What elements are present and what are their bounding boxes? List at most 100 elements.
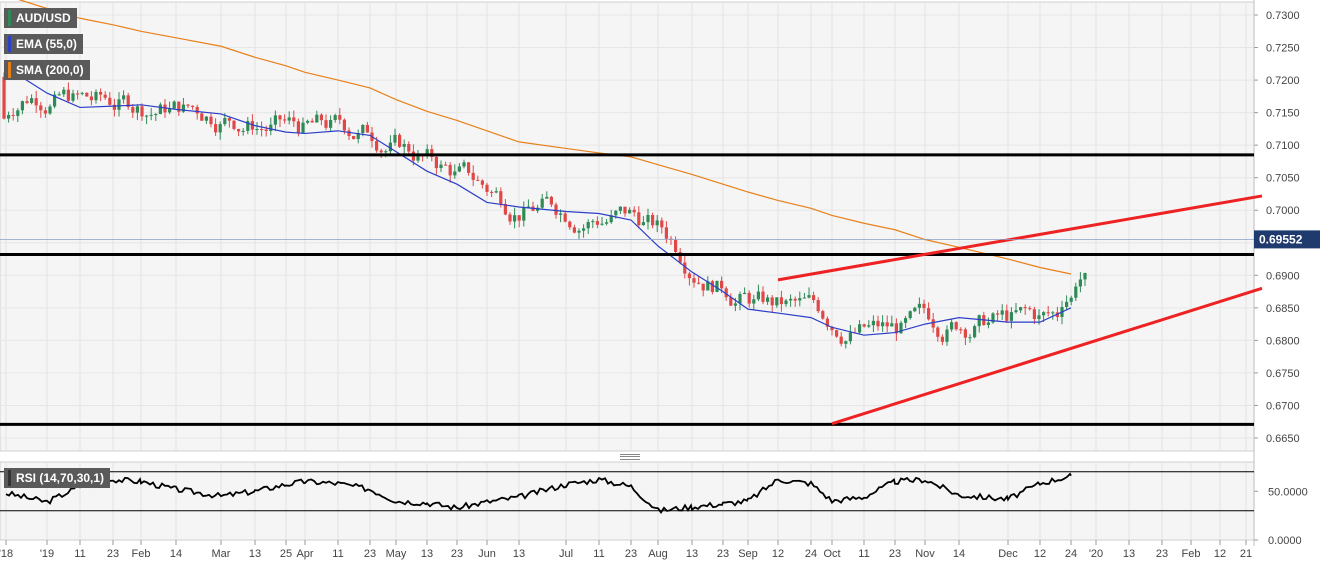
y-tick-label: 0.6650 <box>1266 433 1300 445</box>
candle-body <box>434 156 438 169</box>
x-tick-label: '19 <box>40 548 54 560</box>
x-tick-label: 14 <box>953 548 965 560</box>
main-plot-area[interactable] <box>0 1 1255 452</box>
candle-body <box>646 215 650 223</box>
candle-body <box>126 95 130 108</box>
candle-body <box>89 96 93 101</box>
candle-body <box>430 149 434 157</box>
candle-body <box>1028 308 1032 310</box>
candle-body <box>540 198 544 208</box>
rsi-line <box>5 472 1072 514</box>
candlesticks <box>2 72 1087 349</box>
candle-body <box>605 222 609 224</box>
x-tick-label: 13 <box>686 548 698 560</box>
candle-body <box>600 223 604 225</box>
candle-body <box>522 207 526 221</box>
candle-body <box>770 297 774 306</box>
legend-rsi-label: RSI (14,70,30,1) <box>16 471 105 485</box>
candle-body <box>674 239 678 252</box>
candle-body <box>752 299 756 304</box>
candle-body <box>618 206 622 211</box>
x-tick-label: 13 <box>421 548 433 560</box>
candle-body <box>402 144 406 147</box>
candle-body <box>894 323 898 334</box>
candle-body <box>720 280 724 289</box>
y-tick-label: 0.7300 <box>1266 10 1300 22</box>
candle-body <box>733 303 737 306</box>
legend-ema[interactable]: EMA (55,0) <box>4 34 83 54</box>
candle-body <box>237 128 241 132</box>
pane-resize-handle[interactable] <box>620 454 640 460</box>
candle-body <box>352 136 356 140</box>
candle-body <box>761 291 765 302</box>
candle-body <box>867 325 871 327</box>
candle-body <box>1083 272 1087 280</box>
candle-body <box>1014 310 1018 313</box>
candle-body <box>135 106 139 113</box>
rsi-plot-area[interactable] <box>0 461 1255 541</box>
candle-body <box>214 124 218 133</box>
legend-rsi-swatch <box>8 470 11 486</box>
lower-trendline[interactable] <box>831 286 1263 426</box>
candle-body <box>329 119 333 128</box>
candle-body <box>62 89 66 95</box>
legend-sma[interactable]: SMA (200,0) <box>4 60 90 80</box>
candle-body <box>747 292 751 304</box>
candle-body <box>388 142 392 152</box>
candle-body <box>117 99 121 110</box>
legend-instrument[interactable]: AUD/USD <box>4 8 77 28</box>
candle-body <box>490 191 494 193</box>
y-tick-label: 0.7000 <box>1266 205 1300 217</box>
x-tick-label: Feb <box>1182 548 1201 560</box>
candle-body <box>296 121 300 133</box>
candle-body <box>641 222 645 226</box>
candle-body <box>614 210 618 216</box>
candle-body <box>973 326 977 338</box>
candle-body <box>57 94 61 96</box>
candle-body <box>30 98 34 103</box>
candle-body <box>977 315 981 327</box>
candle-body <box>333 115 337 120</box>
candle-body <box>586 221 590 229</box>
candle-body <box>697 282 701 284</box>
candle-body <box>821 311 825 319</box>
candle-body <box>7 114 11 119</box>
candle-body <box>306 120 310 123</box>
candle-body <box>227 117 231 121</box>
candle-body <box>881 322 885 327</box>
candle-body <box>471 172 475 180</box>
candle-body <box>572 227 576 233</box>
candle-body <box>94 91 98 101</box>
candle-body <box>724 288 728 298</box>
candle-body <box>807 295 811 298</box>
legend-instrument-swatch <box>8 10 11 26</box>
candle-body <box>812 295 816 301</box>
candle-body <box>577 230 581 233</box>
upper-trendline[interactable] <box>777 194 1263 282</box>
x-tick-label: 24 <box>805 548 817 560</box>
candle-body <box>85 92 89 97</box>
legend-rsi[interactable]: RSI (14,70,30,1) <box>4 468 111 488</box>
candle-body <box>954 322 958 330</box>
candle-body <box>264 129 268 132</box>
candle-body <box>200 113 204 121</box>
candle-body <box>940 336 944 342</box>
candle-body <box>1005 310 1009 321</box>
candle-body <box>793 298 797 301</box>
candle-body <box>283 119 287 121</box>
candle-body <box>835 330 839 337</box>
candle-body <box>678 251 682 263</box>
x-tick-label: 23 <box>107 548 119 560</box>
candle-body <box>39 105 43 111</box>
candle-body <box>342 119 346 131</box>
candle-body <box>131 107 135 113</box>
candle-body <box>568 221 572 228</box>
candle-body <box>959 329 963 331</box>
x-tick-label: 23 <box>889 548 901 560</box>
candle-body <box>1046 312 1050 314</box>
candle-body <box>25 101 29 103</box>
candle-body <box>241 130 245 132</box>
candle-body <box>278 115 282 120</box>
